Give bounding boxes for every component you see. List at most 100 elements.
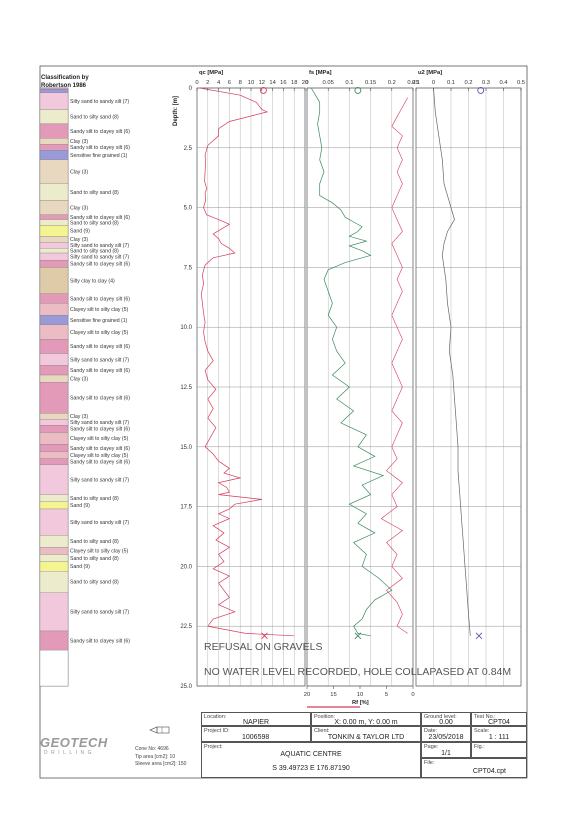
soil-layer-label: Sand to silty sand (8) (70, 190, 119, 196)
location-cell: Location: NAPIER (201, 712, 311, 726)
location-value: NAPIER (242, 719, 270, 726)
soil-layer (39, 252, 69, 261)
x-tick-label: 0.05 (323, 80, 334, 86)
depth-tick-label: 7.5 (184, 265, 193, 271)
sleeve-area: Sleeve area [cm2]: 150 (135, 761, 187, 767)
cone-number: Cone No: 4696 (135, 746, 169, 752)
start-marker (259, 86, 267, 94)
soil-layer-label: Clayey silt to silty clay (5) (70, 453, 129, 459)
x-tick-label: 0.1 (345, 80, 353, 86)
soil-layer-label: Clay (3) (70, 414, 88, 420)
soil-layer (39, 92, 69, 110)
page-cell: Page: 1/1 (421, 742, 471, 758)
soil-layer (39, 87, 69, 90)
scale-cell: Scale: 1 : 111 (471, 726, 527, 742)
panel-title: u2 [MPa] (418, 70, 442, 76)
panel-qc: 0 2 4 6 8 10 12 14 16 18 20 qc [MPa] (195, 70, 308, 687)
depth-ticks: 0 2.5 5.0 7.5 10.0 12.5 15.0 17.5 20.0 22.5 25.0 (180, 86, 192, 690)
soil-layer (39, 315, 69, 325)
soil-layer-label: Sand to silty sand (8) (70, 539, 119, 545)
coordinates-value: S 39.49723 E 176.87190 (272, 765, 350, 772)
soil-layer-label: Sand to silty sand (8) (70, 496, 119, 502)
depth-tick-label: 12.5 (180, 385, 192, 391)
project-cell: Project: AQUATIC CENTRE S 39.49723 E 176… (201, 742, 421, 778)
panel-fs: 0 0.05 0.1 0.15 0.2 0.25 fs [MPa] (305, 70, 419, 687)
cone-icon (149, 726, 170, 734)
refusal-marker (354, 632, 362, 640)
soil-layer (39, 159, 69, 184)
series-line-u2 (433, 87, 471, 636)
ground-level-cell: Ground level: 0.00 (421, 712, 471, 726)
refusal-marker (475, 632, 483, 640)
soil-layer-label: Clayey silt to silty clay (5) (70, 436, 129, 442)
soil-layer-label: Sandy silt to clayey silt (6) (70, 460, 130, 466)
depth-tick-label: 25.0 (180, 684, 192, 690)
soil-layer (39, 214, 69, 220)
soil-layer-label: Sandy silt to clayey silt (6) (70, 427, 130, 433)
x-tick-label: 4 (217, 80, 221, 86)
soil-layer (39, 353, 69, 366)
soil-layer-label: Silty sand to sandy silt (7) (70, 243, 129, 249)
soil-layer (39, 432, 69, 445)
water-level-annotation: NO WATER LEVEL RECORDED, HOLE COLLAPASED… (204, 666, 511, 678)
project-id-value: 1006598 (242, 734, 270, 741)
soil-layer-label: Sandy silt to clayey silt (6) (70, 638, 130, 644)
soil-layer (39, 444, 69, 452)
soil-layer (39, 260, 69, 268)
soil-layer (39, 109, 69, 125)
soil-layer (39, 123, 69, 139)
soil-layer (39, 293, 69, 304)
soil-layer-label: Sensitive fine grained (1) (70, 153, 128, 159)
rf-title: Rf [%] (352, 700, 369, 706)
depth-tick-label: 0 (189, 86, 193, 92)
soil-layer-label: Silty sand to sandy silt (7) (70, 254, 129, 260)
soil-layer-label: Sand to silty sand (8) (70, 556, 119, 562)
logo-sub-text: DRILLING (44, 750, 96, 756)
panel-title: fs [MPa] (309, 70, 332, 76)
x-tick-label: 20 (302, 80, 308, 86)
x-tick-label: 0.2 (464, 80, 472, 86)
soil-layer (39, 236, 69, 243)
ground-level-value: 0.00 (439, 719, 453, 726)
depth-tick-label: 20.0 (180, 564, 192, 570)
logo-main-text: GEOTECH (40, 735, 108, 750)
soil-layer-label: Sandy silt to clayey silt (6) (70, 145, 130, 151)
x-tick-label: 0.15 (365, 80, 376, 86)
position-cell: Position: X: 0.00 m, Y: 0.00 m (311, 712, 421, 726)
x-tick-label: 0.1 (412, 80, 420, 86)
page-value: 1/1 (441, 750, 451, 757)
position-value: X: 0.00 m, Y: 0.00 m (334, 719, 398, 726)
x-tick-label: 8 (239, 80, 242, 86)
soil-layer-label: Silty clay to clay (4) (70, 278, 115, 284)
x-tick-label: 10 (248, 80, 254, 86)
rf-tick-label: 0 (411, 692, 414, 698)
tip-area: Tip area [cm2]: 10 (135, 753, 176, 760)
soil-layer (39, 554, 69, 562)
soil-layer-label: Silty sand to sandy silt (7) (70, 520, 129, 526)
soil-layer (39, 248, 69, 254)
soil-layer (39, 494, 69, 502)
soil-layer-label: Clayey silt to silty clay (5) (70, 549, 129, 555)
soil-layer-label: Sand (9) (70, 229, 90, 235)
panel-Rf: 20 15 10 5 0 Rf [%] (304, 97, 415, 708)
soil-layer (39, 464, 69, 495)
depth-tick-label: 5.0 (184, 206, 193, 212)
depth-tick-label: 10.0 (180, 325, 192, 331)
soil-layer (39, 561, 69, 572)
soil-layer (39, 183, 69, 201)
soil-layer-label: Sand (9) (70, 503, 90, 509)
soil-layer-label: Clay (3) (70, 376, 88, 382)
soil-layer (39, 267, 69, 294)
soil-layer-label: Sandy silt to clayey silt (6) (70, 344, 130, 350)
project-id-cell: Project ID: 1006598 (201, 726, 311, 742)
soil-layer (39, 458, 69, 465)
soil-layer-label: Sand (9) (70, 564, 90, 570)
soil-layer-label: Clay (3) (70, 139, 88, 145)
title-block: Location: NAPIER Position: X: 0.00 m, Y:… (40, 712, 527, 778)
soil-layer (39, 150, 69, 160)
soil-layer (39, 365, 69, 376)
x-tick-label: 18 (291, 80, 297, 86)
soil-layer-label: Sandy silt to clayey silt (6) (70, 446, 130, 452)
x-tick-label: 2 (206, 80, 209, 86)
